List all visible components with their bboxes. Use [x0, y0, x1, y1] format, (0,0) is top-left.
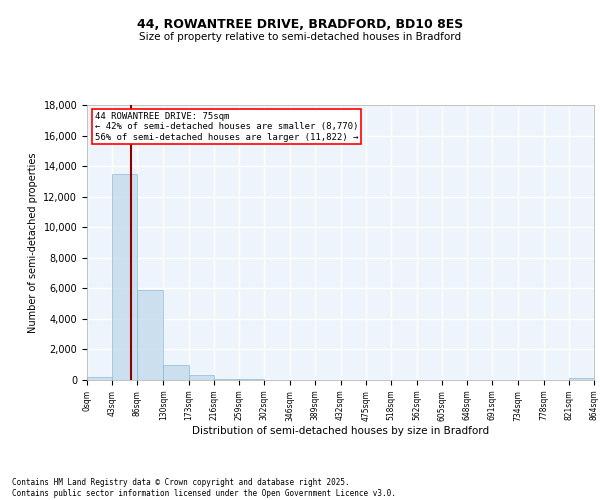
Text: Size of property relative to semi-detached houses in Bradford: Size of property relative to semi-detach… — [139, 32, 461, 42]
Bar — [239, 379, 264, 380]
Y-axis label: Number of semi-detached properties: Number of semi-detached properties — [28, 152, 38, 333]
X-axis label: Distribution of semi-detached houses by size in Bradford: Distribution of semi-detached houses by … — [192, 426, 489, 436]
Text: 44 ROWANTREE DRIVE: 75sqm
← 42% of semi-detached houses are smaller (8,770)
56% : 44 ROWANTREE DRIVE: 75sqm ← 42% of semi-… — [95, 112, 358, 142]
Text: 44, ROWANTREE DRIVE, BRADFORD, BD10 8ES: 44, ROWANTREE DRIVE, BRADFORD, BD10 8ES — [137, 18, 463, 30]
Bar — [87, 377, 112, 380]
Bar — [137, 290, 163, 380]
Bar — [569, 378, 594, 380]
Bar — [214, 379, 239, 380]
Text: Contains HM Land Registry data © Crown copyright and database right 2025.
Contai: Contains HM Land Registry data © Crown c… — [12, 478, 396, 498]
Bar — [163, 366, 188, 380]
Bar — [112, 174, 137, 380]
Bar — [188, 376, 214, 380]
